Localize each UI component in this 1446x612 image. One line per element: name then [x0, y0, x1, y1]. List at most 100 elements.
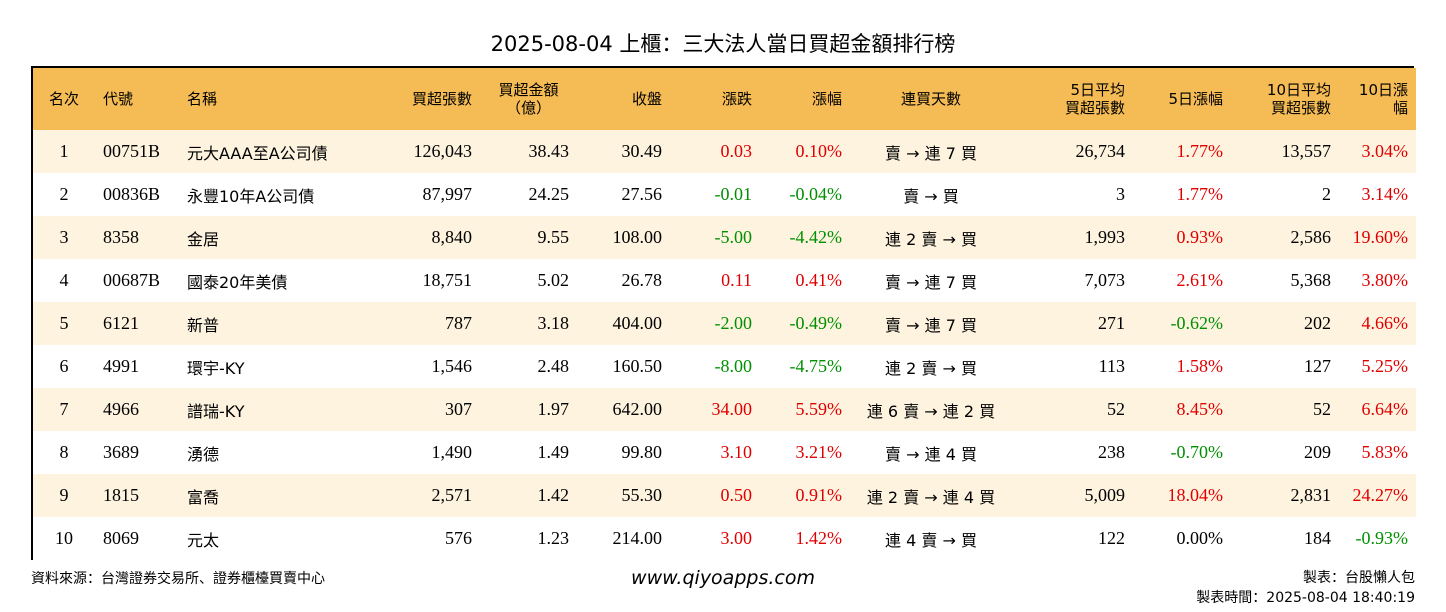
cell-avg5: 238 [1098, 442, 1125, 462]
header-name: 名稱 [187, 90, 218, 108]
cell-pct5: 2.61% [1176, 270, 1224, 290]
header-streak: 連買天數 [900, 90, 961, 108]
cell-avg10: 209 [1304, 442, 1331, 462]
cell-name: 永豐10年A公司債 [187, 186, 315, 206]
cell-pct: -0.49% [789, 313, 843, 333]
cell-avg10: 202 [1304, 313, 1331, 333]
cell-rank: 1 [59, 141, 69, 161]
cell-shares: 8,840 [431, 227, 473, 247]
cell-close: 404.00 [612, 313, 663, 333]
cell-change: 34.00 [711, 399, 753, 419]
header-change: 漲跌 [721, 90, 752, 108]
cell-name: 金居 [187, 229, 220, 249]
cell-pct5: -0.62% [1170, 313, 1224, 333]
cell-amount: 1.42 [537, 485, 570, 505]
cell-change: 0.50 [720, 485, 753, 505]
cell-shares: 576 [445, 528, 472, 548]
cell-streak: 賣 → 連 7 買 [885, 315, 977, 335]
header-rank: 名次 [48, 90, 79, 108]
cell-pct10: 4.66% [1361, 313, 1409, 333]
cell-avg10: 2,586 [1290, 227, 1332, 247]
cell-amount: 1.97 [537, 399, 570, 419]
cell-pct: -0.04% [789, 184, 843, 204]
cell-pct: 5.59% [795, 399, 843, 419]
table-row: 5 6121 新普 787 3.18 404.00 -2.00 -0.49% 賣 → 連 7 買… [33, 302, 1416, 345]
cell-streak: 賣 → 連 4 買 [885, 444, 977, 464]
cell-rank: 8 [59, 442, 69, 462]
header-avg5: 5日平均 買超張數 [1064, 81, 1125, 117]
cell-streak: 連 4 賣 → 買 [885, 530, 977, 550]
cell-change: -0.01 [714, 184, 753, 204]
maker-info: 製表：台股懶人包 製表時間：2025-08-04 18:40:19 [1196, 568, 1415, 608]
cell-amount: 3.18 [537, 313, 570, 333]
cell-pct: 0.41% [795, 270, 843, 290]
cell-amount: 5.02 [537, 270, 570, 290]
header-amount: 買超金額 （億） [498, 81, 559, 117]
cell-pct: 0.10% [795, 141, 843, 161]
table-row: 4 00687B 國泰20年美債 18,751 5.02 26.78 0.11 0.41% 賣 … [33, 259, 1416, 302]
made-time: 製表時間：2025-08-04 18:40:19 [1196, 590, 1415, 606]
cell-rank: 7 [59, 399, 69, 419]
cell-streak: 賣 → 買 [903, 186, 959, 206]
cell-name: 元太 [187, 530, 220, 550]
cell-amount: 1.23 [537, 528, 570, 548]
table-header-row: 名次 代號 名稱 買超張數 買超金額 （億） 收盤 漲跌 漲幅 連買天數 5日平均… [33, 68, 1416, 130]
cell-code: 1815 [103, 485, 139, 505]
cell-amount: 1.49 [537, 442, 570, 462]
cell-avg5: 113 [1098, 356, 1125, 376]
cell-rank: 4 [59, 270, 69, 290]
cell-code: 6121 [103, 313, 139, 333]
cell-amount: 2.48 [537, 356, 570, 376]
cell-streak: 連 2 賣 → 買 [885, 229, 977, 249]
cell-close: 27.56 [621, 184, 663, 204]
cell-shares: 307 [445, 399, 472, 419]
cell-pct: -4.42% [789, 227, 843, 247]
ranking-table: 名次 代號 名稱 買超張數 買超金額 （億） 收盤 漲跌 漲幅 連買天數 5日平均… [31, 66, 1416, 560]
cell-avg5: 5,009 [1084, 485, 1126, 505]
cell-rank: 9 [59, 485, 69, 505]
header-pct10: 10日漲幅 [1358, 81, 1408, 117]
cell-close: 55.30 [621, 485, 663, 505]
cell-pct5: 1.77% [1176, 184, 1224, 204]
cell-avg5: 52 [1107, 399, 1125, 419]
cell-pct10: 19.60% [1352, 227, 1409, 247]
header-close: 收盤 [631, 90, 662, 108]
cell-avg5: 122 [1098, 528, 1125, 548]
cell-avg10: 2,831 [1290, 485, 1332, 505]
table-row: 6 4991 環宇-KY 1,546 2.48 160.50 -8.00 -4.75% 連 2 … [33, 345, 1416, 388]
cell-pct10: 6.64% [1361, 399, 1409, 419]
cell-rank: 2 [59, 184, 69, 204]
cell-pct5: 1.58% [1176, 356, 1224, 376]
cell-streak: 連 6 賣 → 連 2 買 [866, 401, 996, 421]
cell-streak: 賣 → 連 7 買 [885, 143, 977, 163]
cell-pct10: 3.14% [1361, 184, 1409, 204]
table-row: 9 1815 富喬 2,571 1.42 55.30 0.50 0.91% 連 2 賣 → 連 … [33, 474, 1416, 517]
cell-pct10: 5.25% [1361, 356, 1409, 376]
cell-code: 00836B [103, 184, 161, 204]
cell-streak: 賣 → 連 7 買 [885, 272, 977, 292]
cell-rank: 10 [55, 528, 73, 548]
cell-name: 國泰20年美債 [187, 272, 288, 292]
cell-pct10: 24.27% [1352, 485, 1409, 505]
cell-code: 8358 [103, 227, 139, 247]
cell-pct: 0.91% [795, 485, 843, 505]
cell-code: 8069 [103, 528, 139, 548]
cell-avg10: 2 [1322, 184, 1331, 204]
cell-amount: 24.25 [528, 184, 570, 204]
cell-avg10: 52 [1313, 399, 1331, 419]
cell-code: 4966 [103, 399, 139, 419]
cell-pct: -4.75% [789, 356, 843, 376]
cell-name: 新普 [187, 315, 220, 335]
cell-pct5: 8.45% [1176, 399, 1224, 419]
cell-shares: 1,546 [431, 356, 473, 376]
cell-change: -2.00 [714, 313, 753, 333]
cell-avg10: 127 [1304, 356, 1331, 376]
cell-rank: 6 [59, 356, 69, 376]
cell-close: 642.00 [612, 399, 663, 419]
cell-avg5: 7,073 [1084, 270, 1126, 290]
cell-streak: 連 2 賣 → 連 4 買 [866, 487, 996, 507]
table-row: 8 3689 湧德 1,490 1.49 99.80 3.10 3.21% 賣 → 連 4 買 2… [33, 431, 1416, 474]
cell-pct5: 0.93% [1176, 227, 1224, 247]
cell-close: 26.78 [621, 270, 663, 290]
cell-pct: 3.21% [795, 442, 843, 462]
